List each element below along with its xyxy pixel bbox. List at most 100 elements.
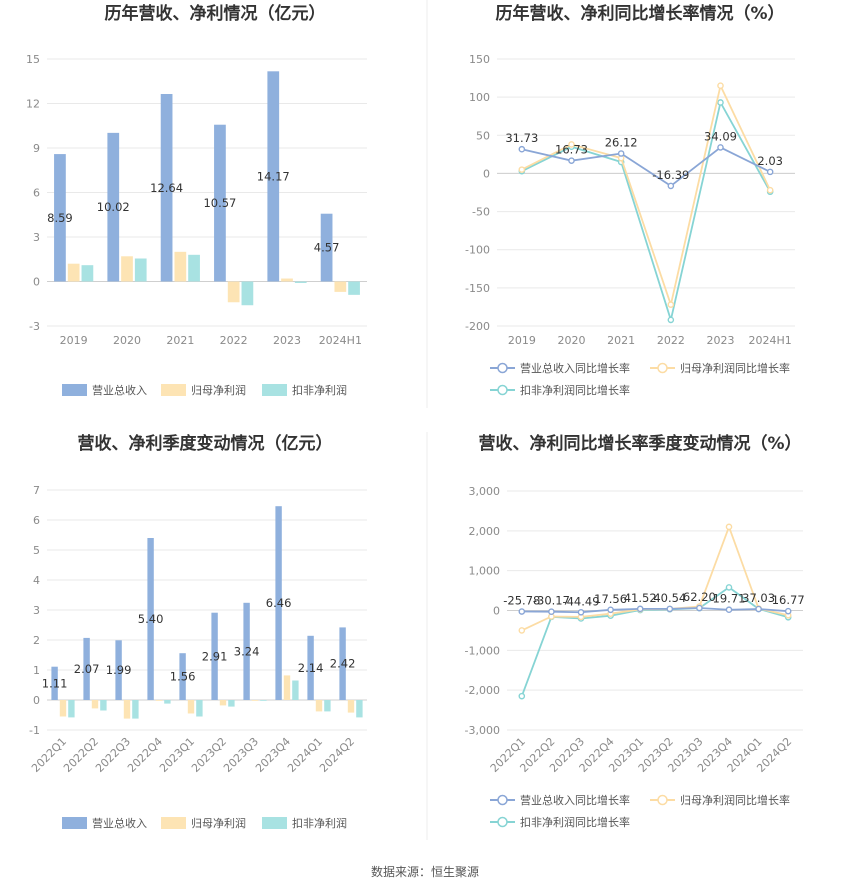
quarterly-amounts-bar-s1-2023Q2 [219,700,227,706]
annual-growth-data-label: 2.03 [757,154,783,168]
quarterly-growth-point-s0-2024Q1 [755,605,762,613]
annual-growth-point-s0-2023 [717,144,724,151]
annual-amounts-bar-s1-2019 [67,263,80,282]
quarterly-growth-data-label: -30.17 [533,594,570,608]
annual-amounts-data-label: 12.64 [150,181,183,195]
quarterly-amounts-bar-s1-2023Q3 [251,700,259,701]
quarterly-growth-legend-marker-1 [657,794,668,806]
quarterly-amounts-bar-s0-2024Q1 [307,635,314,700]
annual-growth-point-s0-2022 [667,182,675,190]
annual-growth-point-s1-2019 [518,166,526,173]
quarterly-amounts-bar-s0-2022Q1 [51,666,58,700]
quarterly-amounts-bar-s0-2022Q4 [147,538,154,700]
quarterly-amounts-bar-s2-2022Q3 [132,700,139,719]
quarterly-amounts-data-label: 5.40 [138,612,164,626]
quarterly-growth-data-label: 17.56 [594,592,627,606]
annual-amounts-x-tick-label: 2023 [273,334,301,347]
quarterly-amounts-bar-s0-2022Q3 [115,640,122,700]
quarterly-amounts-legend-swatch-1 [161,817,186,829]
annual-amounts-bar-s2-2021 [188,254,200,282]
annual-amounts-y-tick-label: 15 [26,53,40,66]
quarterly-growth-point-s0-2023Q2 [666,605,674,613]
annual-amounts-bar-s2-2024H1 [348,281,360,295]
quarterly-growth-point-s0-2022Q4 [607,606,614,614]
annual-amounts-legend-label-1: 归母净利润 [191,383,246,397]
annual-amounts-bar-s0-2023 [267,71,280,282]
quarterly-amounts-data-label: 3.24 [234,644,260,658]
annual-amounts-y-tick-label: 12 [26,98,40,111]
annual-amounts-x-tick-label: 2024H1 [319,334,362,347]
annual-amounts-data-label: 8.59 [47,211,73,225]
quarterly-amounts-bar-s0-2023Q2 [211,612,218,700]
quarterly-amounts-bar-s1-2022Q1 [59,700,67,717]
quarterly-growth-data-label: 40.54 [653,591,686,605]
annual-amounts-x-tick-label: 2021 [166,334,194,347]
quarterly-amounts-bar-s1-2024Q2 [347,700,355,713]
quarterly-amounts-bar-s2-2022Q2 [100,700,107,711]
annual-amounts-data-label: 10.02 [97,200,130,214]
annual-growth-line-s2 [521,99,771,324]
annual-growth-y-tick-label: -100 [465,244,490,257]
quarterly-growth-legend-label-2: 扣非净利润同比增长率 [520,815,630,829]
quarterly-amounts-data-label: 1.56 [170,670,196,684]
annual-amounts-bar-s0-2020 [107,132,120,282]
quarterly-growth-line-s0 [521,607,789,614]
quarterly-amounts-bar-s1-2022Q3 [123,700,131,719]
quarterly-amounts-bar-s2-2022Q1 [68,700,75,718]
annual-growth-point-s0-2024H1 [766,168,774,176]
quarterly-amounts-data-label: 1.11 [42,676,68,690]
annual-amounts-x-tick-label: 2022 [220,334,248,347]
quarterly-amounts-bar-s0-2022Q2 [83,637,90,700]
annual-amounts-chart: 历年营收、净利情况（亿元） 15 12 9 6 3 0 -3 2019 2020 2021 2022 2… [26,3,367,397]
annual-amounts-legend: 营业总收入 归母净利润 扣非净利润 [62,383,347,397]
quarterly-growth-point-s2-2023Q4 [725,584,733,591]
quarterly-amounts-chart: 营收、净利季度变动情况（亿元）76543210-12022Q12022Q2202… [29,433,367,830]
annual-growth-line-s0 [521,146,771,188]
quarterly-amounts-legend-swatch-2 [262,817,287,829]
annual-growth-legend-label-1: 归母净利润同比增长率 [680,361,790,375]
annual-growth-chart: 历年营收、净利同比增长率情况（%） 150 100 50 0 -50 -100 -150 -20… [465,3,795,397]
quarterly-amounts-bar-s2-2022Q4 [164,700,171,704]
annual-growth-y-tick-label: -150 [465,282,490,295]
annual-growth-y-tick-label: 150 [469,53,490,66]
quarterly-growth-point-s0-2024Q2 [784,607,792,615]
quarterly-growth-data-label: 37.03 [742,591,775,605]
annual-growth-point-s0-2019 [518,145,526,153]
annual-growth-data-label: 31.73 [505,131,538,145]
quarterly-growth-point-s0-2022Q2 [548,608,555,616]
quarterly-growth-legend-marker-2 [497,816,508,828]
annual-amounts-bar-s2-2022 [241,281,254,306]
quarterly-amounts-legend-label-2: 扣非净利润 [292,816,347,830]
annual-amounts-legend-swatch-0 [62,384,87,396]
quarterly-amounts-y-tick-label: 6 [33,514,40,527]
annual-growth-point-s2-2023 [717,99,724,106]
quarterly-growth-legend-label-0: 营业总收入同比增长率 [520,793,630,807]
quarterly-growth-data-label: -44.49 [562,594,599,608]
annual-growth-legend-marker-1 [657,362,668,374]
quarterly-amounts-data-label: 6.46 [266,596,292,610]
annual-amounts-bar-s2-2020 [134,258,147,282]
annual-growth-x-tick-label: 2023 [707,334,735,347]
annual-growth-point-s2-2022 [667,316,675,324]
quarterly-growth-y-tick-label: 3,000 [469,485,501,498]
annual-growth-data-label: 26.12 [605,136,638,150]
annual-growth-point-s1-2020 [568,141,575,148]
quarterly-amounts-data-label: 2.91 [202,649,228,663]
quarterly-growth-legend-label-1: 归母净利润同比增长率 [680,793,790,807]
quarterly-growth-legend-marker-0 [497,794,508,806]
annual-amounts-y-tick-label: 3 [33,231,40,244]
quarterly-amounts-y-tick-label: 0 [33,694,40,707]
annual-growth-point-s1-2022 [667,301,675,308]
annual-growth-x-tick-label: 2019 [508,334,536,347]
annual-growth-point-s1-2024H1 [766,186,774,194]
quarterly-growth-point-s1-2023Q4 [725,523,733,531]
annual-growth-line-s1 [521,82,771,308]
annual-growth-legend-label-0: 营业总收入同比增长率 [520,361,630,375]
quarterly-amounts-y-tick-label: 4 [33,574,40,587]
annual-growth-y-tick-label: 100 [469,91,490,104]
quarterly-amounts-legend-label-0: 营业总收入 [92,816,147,830]
annual-growth-legend-marker-0 [497,362,508,374]
quarterly-growth-point-s0-2023Q3 [696,604,703,612]
